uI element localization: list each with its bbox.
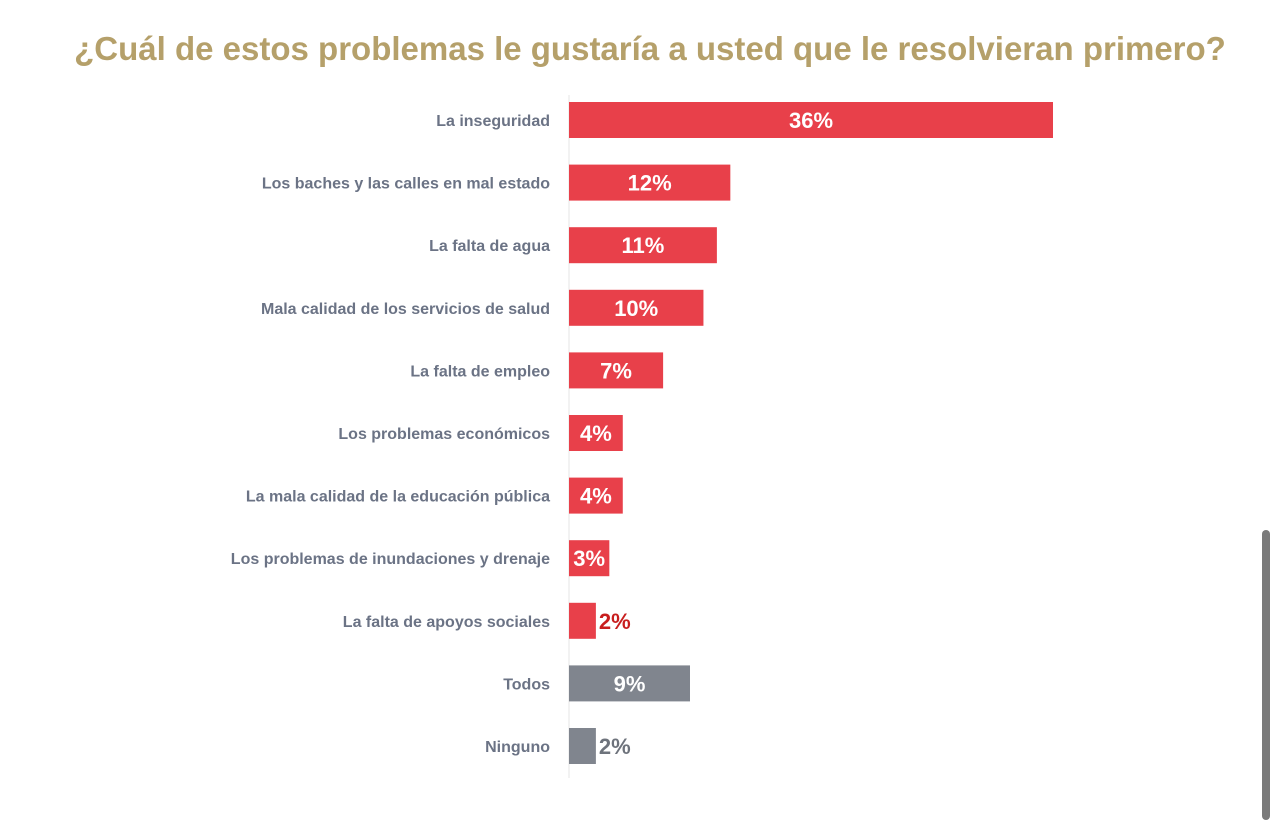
value-label: 4% xyxy=(580,421,612,446)
bar xyxy=(569,289,704,326)
bar xyxy=(569,164,731,201)
category-label: La falta de apoyos sociales xyxy=(343,614,550,631)
bar xyxy=(569,227,717,264)
category-label: Los problemas de inundaciones y drenaje xyxy=(231,551,550,568)
category-label: La inseguridad xyxy=(436,113,550,130)
value-label: 2% xyxy=(599,734,631,759)
bar xyxy=(569,477,623,514)
category-label: Los baches y las calles en mal estado xyxy=(262,176,550,193)
bar xyxy=(569,415,623,451)
scrollbar[interactable] xyxy=(1262,530,1270,820)
bar xyxy=(569,728,596,764)
bar xyxy=(569,352,664,389)
category-label: La falta de empleo xyxy=(410,363,550,380)
bar xyxy=(569,540,610,577)
category-label: La mala calidad de la educación pública xyxy=(246,489,550,506)
value-label: 11% xyxy=(622,233,665,258)
category-label: Ninguno xyxy=(485,739,550,756)
value-label: 2% xyxy=(599,609,631,634)
bar xyxy=(569,602,596,639)
value-label: 9% xyxy=(614,671,646,696)
category-label: La falta de agua xyxy=(429,238,550,255)
value-label: 12% xyxy=(628,171,672,196)
bar xyxy=(569,102,1053,138)
chart-title: ¿Cuál de estos problemas le gustaría a u… xyxy=(74,30,1226,67)
value-label: 10% xyxy=(614,296,658,321)
value-label: 7% xyxy=(600,358,632,383)
bar xyxy=(569,665,690,702)
value-label: 3% xyxy=(573,546,605,571)
value-label: 4% xyxy=(580,484,612,509)
category-label: Mala calidad de los servicios de salud xyxy=(261,301,550,318)
category-label: Los problemas económicos xyxy=(338,426,550,443)
value-label: 36% xyxy=(789,108,833,133)
category-label: Todos xyxy=(503,676,550,693)
